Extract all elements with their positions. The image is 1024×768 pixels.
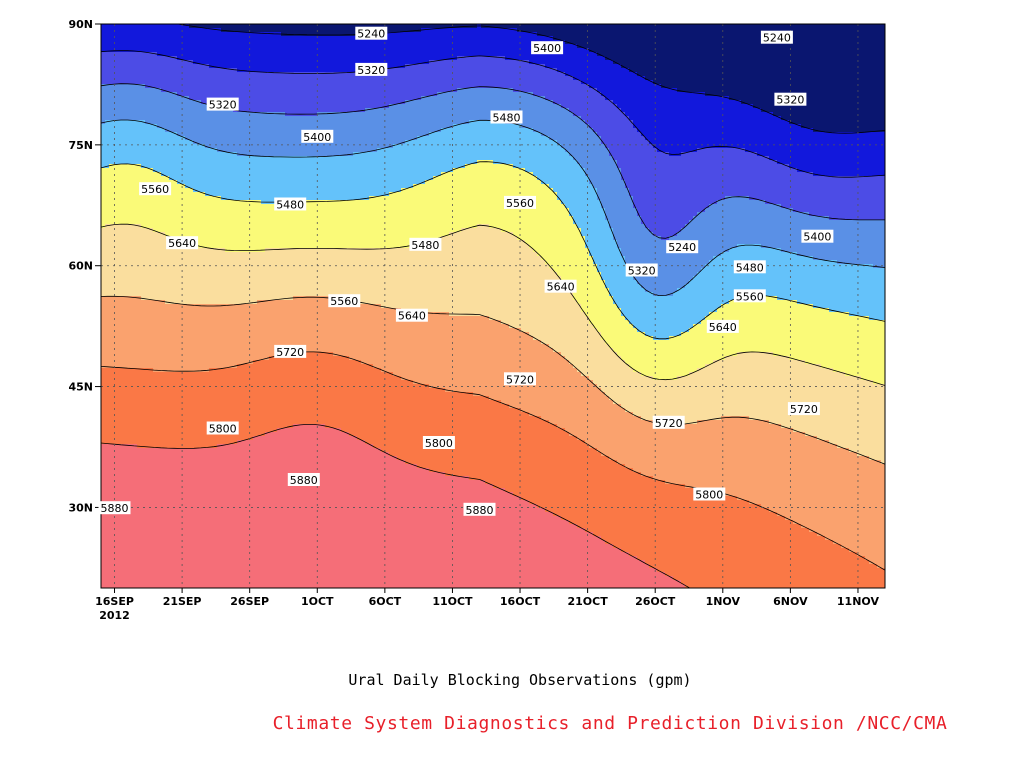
svg-text:5560: 5560 (736, 290, 764, 303)
contour-label: 5400 (531, 41, 564, 55)
svg-text:5640: 5640 (547, 281, 575, 294)
contour-label: 5720 (787, 402, 820, 416)
svg-text:5320: 5320 (628, 265, 656, 278)
contour-line-5400 (101, 83, 885, 239)
contour-labels: 5240 5240 5240 5320 5320 5320 5320 5400 5400 5400… (98, 26, 834, 517)
x-tick-label: 11NOV (837, 595, 880, 608)
contour-label: 5480 (274, 197, 307, 212)
contour-label: 5560 (139, 182, 172, 196)
svg-text:5880: 5880 (290, 474, 318, 487)
contour-label: 5400 (801, 229, 834, 244)
svg-text:5400: 5400 (303, 131, 331, 144)
contour-chart: 16SEP 21SEP 26SEP 1OCT 6OCT 11OCT 16OCT 21OCT 26… (68, 18, 886, 622)
contour-label: 5720 (504, 372, 536, 386)
svg-text:5880: 5880 (101, 502, 129, 515)
contour-label: 5560 (504, 195, 536, 210)
contour-label: 5240 (666, 240, 699, 254)
x-tick-label: 6NOV (773, 595, 808, 608)
contour-label: 5800 (206, 421, 239, 436)
svg-text:5400: 5400 (803, 231, 831, 244)
contour-label: 5720 (652, 415, 685, 430)
x-tick-label: 16SEP (95, 595, 134, 608)
y-tick-label: 60N (68, 260, 93, 273)
contour-label: 5800 (693, 487, 726, 502)
contour-label: 5320 (355, 62, 388, 77)
svg-text:5640: 5640 (168, 237, 196, 250)
svg-text:5480: 5480 (493, 112, 521, 125)
contour-label: 5880 (98, 501, 131, 515)
x-tick-label: 11OCT (432, 595, 473, 608)
contour-fills (101, 24, 885, 588)
svg-text:5560: 5560 (506, 197, 534, 210)
y-axis: 30N 45N 60N 75N 90N (68, 18, 101, 514)
svg-text:5480: 5480 (411, 239, 439, 252)
svg-text:5880: 5880 (466, 504, 494, 517)
chart-footer: Climate System Diagnostics and Predictio… (272, 713, 948, 734)
contour-label: 5240 (760, 30, 793, 45)
x-tick-label: 26SEP (230, 595, 269, 608)
x-tick-label: 6OCT (369, 595, 402, 608)
svg-text:5320: 5320 (357, 64, 385, 77)
contour-label: 5560 (328, 294, 361, 308)
x-tick-label: 1NOV (706, 595, 741, 608)
y-tick-label: 30N (68, 501, 93, 514)
contour-label: 5400 (301, 129, 334, 144)
y-tick-label: 75N (68, 139, 93, 152)
contour-label: 5560 (733, 289, 766, 303)
contour-lines (101, 24, 885, 588)
contour-line-5800 (101, 351, 885, 571)
contour-line-5240 (177, 24, 885, 134)
plot-frame (100, 23, 886, 589)
contour-label: 5320 (774, 92, 807, 107)
svg-text:5720: 5720 (506, 373, 534, 386)
contour-label: 5480 (733, 260, 766, 274)
y-tick-label: 45N (68, 381, 93, 394)
contour-label: 5880 (463, 502, 496, 517)
svg-text:5800: 5800 (209, 423, 237, 436)
svg-text:5480: 5480 (736, 261, 764, 274)
contour-label: 5320 (206, 97, 239, 112)
svg-text:5720: 5720 (655, 417, 683, 430)
svg-text:5720: 5720 (790, 403, 818, 416)
contour-label: 5480 (490, 110, 523, 125)
x-tick-label: 21OCT (567, 595, 608, 608)
contour-label: 5640 (544, 279, 577, 294)
contour-label: 5480 (409, 237, 442, 252)
contour-label: 5640 (395, 308, 428, 323)
x-axis: 16SEP 21SEP 26SEP 1OCT 6OCT 11OCT 16OCT 21OCT 26… (95, 588, 879, 622)
svg-text:5720: 5720 (276, 346, 304, 359)
contour-label: 5800 (422, 436, 455, 450)
contour-line-5480 (101, 119, 885, 296)
x-tick-label: 1OCT (301, 595, 334, 608)
x-tick-label: 26OCT (635, 595, 676, 608)
svg-text:5800: 5800 (425, 437, 453, 450)
svg-text:5640: 5640 (709, 321, 737, 334)
x-tick-label: 16OCT (500, 595, 541, 608)
x-tick-label: 21SEP (163, 595, 202, 608)
svg-text:5320: 5320 (209, 99, 237, 112)
svg-text:5560: 5560 (330, 295, 358, 308)
y-tick-label: 90N (68, 18, 93, 31)
contour-label: 5640 (166, 236, 199, 250)
svg-text:5240: 5240 (668, 241, 696, 254)
svg-text:5800: 5800 (695, 489, 723, 502)
contour-line-5880 (101, 424, 690, 588)
svg-text:5240: 5240 (357, 28, 385, 41)
svg-text:5240: 5240 (763, 32, 791, 45)
svg-text:5400: 5400 (533, 42, 561, 55)
contour-label: 5240 (355, 26, 388, 41)
x-year-label: 2012 (99, 609, 130, 622)
svg-text:5640: 5640 (398, 310, 426, 323)
svg-text:5560: 5560 (141, 183, 169, 196)
svg-text:5480: 5480 (276, 199, 304, 212)
contour-label: 5640 (706, 319, 739, 334)
chart-title: Ural Daily Blocking Observations (gpm) (348, 671, 692, 689)
svg-text:5320: 5320 (776, 94, 804, 107)
contour-label: 5320 (625, 263, 658, 278)
contour-label: 5720 (274, 344, 307, 359)
contour-line-5720 (101, 295, 885, 465)
contour-label: 5880 (287, 473, 320, 487)
